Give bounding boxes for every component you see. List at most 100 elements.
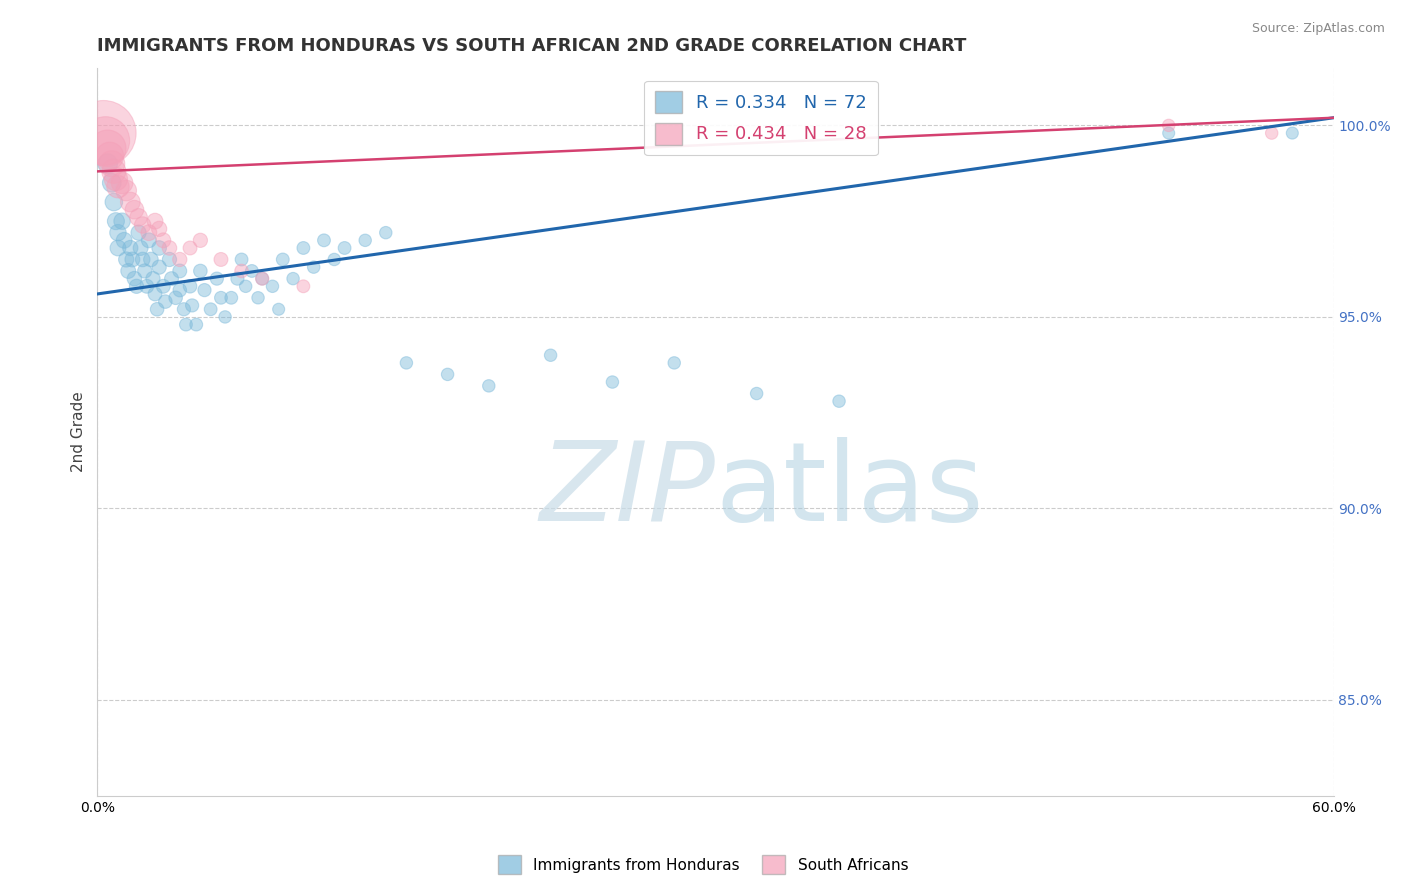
Point [193, 283, 215, 297]
Legend: R = 0.334   N = 72, R = 0.434   N = 28: R = 0.334 N = 72, R = 0.434 N = 28 [644, 80, 879, 155]
Point [190, 264, 212, 278]
Point [100, 157, 122, 171]
Point [354, 233, 377, 247]
Point [173, 302, 195, 317]
Point [1157, 119, 1180, 133]
Point [190, 233, 212, 247]
Point [115, 184, 138, 198]
Point [148, 222, 170, 236]
Point [117, 264, 139, 278]
Point [129, 241, 152, 255]
Point [142, 271, 165, 285]
Point [231, 252, 253, 267]
Point [174, 318, 197, 332]
Point [103, 164, 125, 178]
Point [107, 179, 129, 194]
Point [292, 279, 315, 293]
Point [214, 310, 236, 324]
Point [148, 241, 170, 255]
Point [143, 214, 166, 228]
Text: IMMIGRANTS FROM HONDURAS VS SOUTH AFRICAN 2ND GRADE CORRELATION CHART: IMMIGRANTS FROM HONDURAS VS SOUTH AFRICA… [97, 37, 967, 55]
Point [159, 241, 181, 255]
Point [134, 264, 156, 278]
Point [267, 302, 290, 317]
Point [111, 214, 134, 228]
Point [152, 233, 174, 247]
Point [97, 141, 120, 155]
Point [664, 356, 686, 370]
Point [219, 291, 242, 305]
Point [138, 226, 160, 240]
Point [745, 386, 768, 401]
Point [138, 233, 160, 247]
Point [374, 226, 396, 240]
Point [250, 271, 273, 285]
Point [125, 279, 148, 293]
Point [143, 287, 166, 301]
Point [152, 279, 174, 293]
Point [436, 368, 458, 382]
Point [302, 260, 325, 274]
Point [271, 252, 294, 267]
Y-axis label: 2nd Grade: 2nd Grade [72, 392, 86, 472]
Point [103, 194, 125, 209]
Point [1281, 126, 1303, 140]
Point [292, 241, 315, 255]
Point [97, 157, 120, 171]
Point [828, 394, 851, 409]
Point [104, 214, 127, 228]
Point [155, 294, 177, 309]
Point [250, 271, 273, 285]
Point [104, 172, 127, 186]
Point [231, 264, 253, 278]
Point [226, 271, 249, 285]
Point [333, 241, 356, 255]
Point [169, 283, 191, 297]
Point [209, 252, 232, 267]
Point [540, 348, 562, 362]
Point [160, 271, 183, 285]
Point [312, 233, 335, 247]
Point [323, 252, 346, 267]
Point [281, 271, 304, 285]
Point [602, 375, 624, 389]
Point [124, 202, 146, 217]
Point [165, 291, 187, 305]
Point [94, 134, 117, 148]
Point [247, 291, 270, 305]
Text: Source: ZipAtlas.com: Source: ZipAtlas.com [1251, 22, 1385, 36]
Point [395, 356, 418, 370]
Point [205, 271, 228, 285]
Point [120, 194, 142, 209]
Point [478, 379, 501, 393]
Point [135, 279, 157, 293]
Point [1260, 126, 1282, 140]
Point [98, 149, 121, 163]
Point [107, 241, 129, 255]
Legend: Immigrants from Honduras, South Africans: Immigrants from Honduras, South Africans [492, 849, 914, 880]
Point [139, 252, 162, 267]
Point [131, 218, 153, 232]
Point [186, 318, 208, 332]
Point [146, 302, 169, 317]
Point [262, 279, 284, 293]
Point [128, 211, 150, 225]
Point [169, 252, 191, 267]
Point [100, 176, 122, 190]
Point [148, 260, 170, 274]
Point [93, 126, 115, 140]
Point [235, 279, 257, 293]
Point [112, 233, 135, 247]
Point [111, 176, 134, 190]
Point [128, 226, 150, 240]
Text: atlas: atlas [716, 436, 984, 543]
Point [181, 298, 204, 312]
Point [159, 252, 181, 267]
Point [240, 264, 263, 278]
Point [124, 271, 146, 285]
Point [115, 252, 138, 267]
Point [1157, 126, 1180, 140]
Point [121, 252, 143, 267]
Point [200, 302, 222, 317]
Text: ZIP: ZIP [540, 436, 716, 543]
